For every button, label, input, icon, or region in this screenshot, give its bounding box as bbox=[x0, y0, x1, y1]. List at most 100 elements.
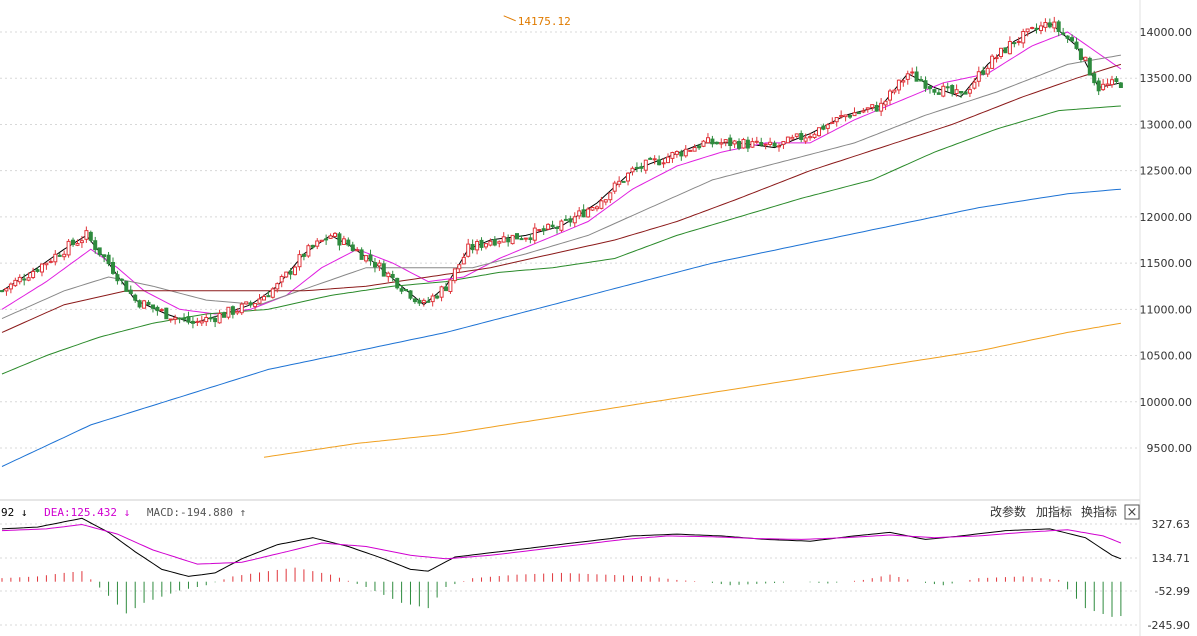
candle-body bbox=[439, 286, 444, 298]
candle-body bbox=[301, 253, 306, 257]
candle-body bbox=[124, 281, 129, 292]
max-price-label: 14175.12 bbox=[518, 15, 571, 28]
candle-body bbox=[66, 240, 71, 256]
candle-body bbox=[546, 223, 551, 230]
close-icon[interactable]: × bbox=[1127, 505, 1138, 520]
candle-body bbox=[772, 142, 777, 147]
candle-body bbox=[364, 255, 369, 262]
macd-panel: 327.63 134.71 -52.99 -245.90 92 ↓ DEA:125.4… bbox=[0, 506, 1190, 632]
candle-body bbox=[861, 110, 866, 113]
candle-body bbox=[226, 306, 231, 318]
candle-body bbox=[1039, 25, 1043, 31]
candle-body bbox=[315, 240, 320, 247]
candle-body bbox=[222, 312, 226, 318]
candle-body bbox=[57, 254, 62, 257]
ma-250-line bbox=[263, 322, 1121, 458]
candle-body bbox=[985, 67, 990, 75]
candle-body bbox=[1056, 21, 1061, 32]
candle-body bbox=[808, 136, 813, 139]
candle-body bbox=[142, 300, 147, 309]
candle-body bbox=[235, 311, 240, 314]
candle-body bbox=[515, 233, 519, 240]
candle-body bbox=[817, 127, 821, 137]
candle-body bbox=[386, 272, 391, 278]
ma-10-line bbox=[1, 31, 1122, 315]
candle-body bbox=[834, 117, 839, 123]
candle-body bbox=[683, 148, 688, 157]
candle-body bbox=[421, 299, 426, 303]
candle-body bbox=[666, 156, 670, 164]
candle-body bbox=[359, 249, 364, 260]
candle-body bbox=[1087, 57, 1092, 76]
candle-body bbox=[523, 237, 528, 240]
candle-body bbox=[1110, 79, 1114, 86]
add-indicator-button[interactable]: 加指标 bbox=[1036, 504, 1072, 519]
candle-body bbox=[586, 208, 591, 218]
candle-body bbox=[528, 237, 533, 240]
candle-body bbox=[31, 271, 36, 278]
candle-body bbox=[888, 90, 892, 101]
candle-body bbox=[901, 80, 906, 83]
candle-body bbox=[963, 91, 968, 95]
candle-body bbox=[430, 295, 435, 303]
candle-body bbox=[950, 85, 955, 94]
macd-axis: 327.63 134.71 -52.99 -245.90 bbox=[1148, 518, 1190, 632]
candle-body bbox=[88, 231, 93, 241]
candle-body bbox=[608, 192, 613, 201]
candle-body bbox=[1047, 22, 1052, 28]
candle-body bbox=[745, 139, 750, 149]
candle-body bbox=[484, 243, 488, 248]
candle-body bbox=[590, 207, 595, 211]
candle-body bbox=[275, 283, 280, 290]
candle-body bbox=[159, 309, 164, 312]
macd-tick-label: -52.99 bbox=[1155, 585, 1190, 598]
candle-body bbox=[501, 236, 506, 243]
candle-body bbox=[714, 141, 719, 145]
candle-body bbox=[674, 151, 679, 155]
candle-body bbox=[448, 279, 453, 292]
candle-body bbox=[781, 141, 786, 145]
diff-line bbox=[1, 517, 1122, 577]
ma-60-line bbox=[1, 105, 1121, 375]
candle-body bbox=[706, 137, 710, 144]
candle-body bbox=[262, 296, 266, 301]
candle-body bbox=[550, 224, 555, 228]
candle-body bbox=[577, 210, 582, 217]
price-tick-label: 12000.00 bbox=[1140, 211, 1193, 224]
candle-body bbox=[652, 158, 657, 161]
candle-body bbox=[337, 233, 342, 246]
candle-body bbox=[1034, 27, 1039, 30]
candle-body bbox=[639, 166, 644, 169]
candle-body bbox=[146, 301, 151, 306]
candle-body bbox=[368, 254, 373, 262]
change-params-button[interactable]: 改参数 bbox=[990, 504, 1026, 519]
price-tick-label: 10500.00 bbox=[1140, 350, 1193, 363]
candle-body bbox=[1003, 47, 1008, 54]
candle-body bbox=[137, 300, 142, 308]
candle-body bbox=[692, 147, 697, 152]
candle-body bbox=[106, 254, 111, 265]
candle-body bbox=[53, 253, 58, 263]
candle-body bbox=[626, 172, 630, 182]
switch-indicator-button[interactable]: 换指标 bbox=[1081, 504, 1117, 519]
price-tick-label: 13000.00 bbox=[1140, 118, 1193, 131]
candle-body bbox=[0, 290, 4, 293]
candle-body bbox=[457, 264, 462, 270]
close-button[interactable]: × bbox=[1124, 504, 1140, 520]
candle-body bbox=[341, 238, 346, 246]
candle-body bbox=[395, 277, 400, 289]
candle-body bbox=[195, 320, 200, 323]
candle-body bbox=[759, 142, 764, 146]
ma-5-line bbox=[1, 22, 1122, 324]
candle-body bbox=[217, 313, 222, 324]
close-button-box[interactable] bbox=[1124, 504, 1140, 520]
candle-body bbox=[164, 307, 169, 320]
candle-body bbox=[630, 167, 635, 173]
candle-body bbox=[825, 124, 830, 129]
candle-body bbox=[994, 57, 999, 60]
candle-body bbox=[475, 241, 480, 251]
candle-body bbox=[945, 86, 950, 89]
candle-body bbox=[213, 317, 218, 323]
candle-body bbox=[848, 115, 852, 118]
candle-body bbox=[182, 317, 186, 320]
